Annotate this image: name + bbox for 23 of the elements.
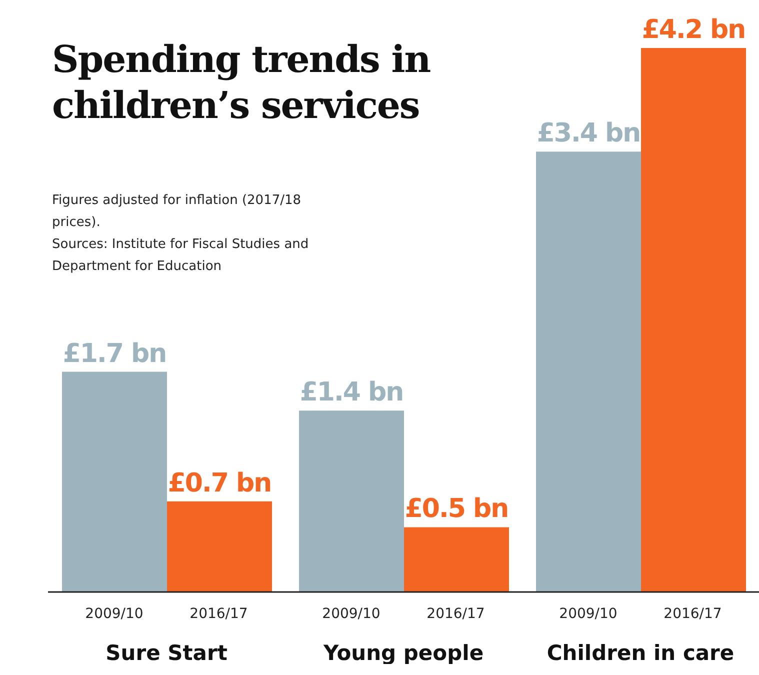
data-label: £3.4 bn: [536, 118, 640, 149]
data-label: £1.4 bn: [300, 378, 404, 408]
text: 2016/17: [426, 606, 485, 622]
bar: [299, 410, 404, 592]
bar: [167, 501, 272, 592]
bar: [404, 527, 509, 592]
bar: [62, 372, 167, 592]
text: 2009/10: [322, 606, 380, 622]
text: 2016/17: [664, 606, 722, 622]
x-tick-label: Sure Start: [106, 641, 228, 665]
x-tick-label: Children in care: [546, 641, 734, 665]
data-label: £1.7 bn: [62, 338, 166, 369]
bar: [641, 48, 746, 592]
text: 2009/10: [559, 606, 618, 622]
data-label: £0.7 bn: [168, 468, 272, 498]
series-label: 2016/17: [190, 606, 248, 622]
text: Figures adjusted for inflation (2017/18 prices).: [52, 192, 302, 232]
data-label: £0.5 bn: [404, 494, 508, 524]
annotation: Sources: Institute for Fiscal Studies and Department for Education: [52, 236, 310, 276]
bar: [536, 152, 641, 592]
data-label: £4.2 bn: [642, 15, 746, 45]
chart-title: Spending trends in children’s services: [52, 36, 432, 128]
series-label: 2009/10: [85, 606, 144, 622]
